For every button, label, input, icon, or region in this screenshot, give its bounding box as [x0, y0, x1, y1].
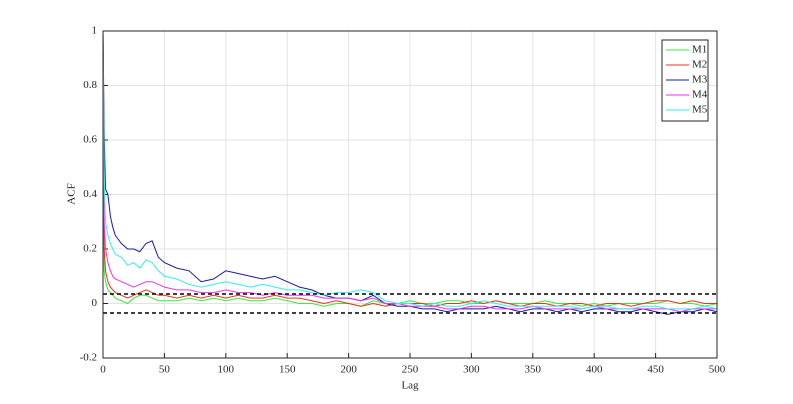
- legend-label: M2: [692, 59, 707, 71]
- x-tick-label: 400: [586, 364, 603, 376]
- x-tick-label: 300: [463, 364, 480, 376]
- x-tick-label: 50: [159, 364, 171, 376]
- x-tick-label: 500: [709, 364, 726, 376]
- x-axis-label: Lag: [401, 380, 419, 392]
- y-tick-label: 0.4: [83, 188, 97, 200]
- legend-label: M4: [692, 89, 708, 101]
- y-tick-label: 0.2: [83, 243, 97, 255]
- x-tick-label: 150: [279, 364, 296, 376]
- y-axis-label: ACF: [66, 183, 78, 204]
- legend-label: M3: [692, 74, 708, 86]
- y-tick-label: -0.2: [80, 352, 97, 364]
- legend-label: M1: [692, 44, 707, 56]
- x-tick-label: 350: [525, 364, 542, 376]
- x-tick-label: 100: [218, 364, 235, 376]
- legend-label: M5: [692, 104, 708, 116]
- y-tick-label: 0.8: [83, 79, 97, 91]
- x-tick-label: 250: [402, 364, 419, 376]
- y-tick-label: 1: [92, 25, 98, 37]
- x-tick-label: 0: [100, 364, 106, 376]
- y-tick-label: 0: [92, 297, 98, 309]
- series-line: [102, 30, 718, 310]
- y-tick-label: 0.6: [83, 134, 97, 146]
- x-tick-label: 200: [340, 364, 357, 376]
- axes-box: [102, 30, 718, 359]
- x-tick-label: 450: [647, 364, 664, 376]
